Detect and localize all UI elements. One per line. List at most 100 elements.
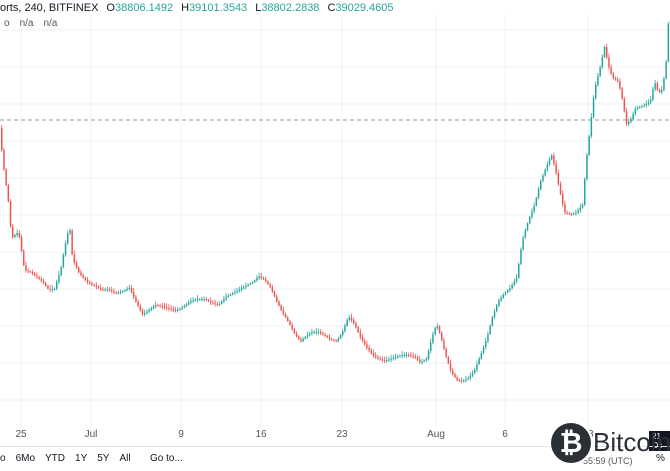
candle-body [531, 211, 533, 217]
candle-body [582, 205, 584, 208]
candle-body [637, 108, 639, 109]
candle-body [597, 76, 599, 84]
candle-body [599, 67, 601, 76]
candle-body [564, 204, 566, 212]
candle-body [665, 62, 667, 79]
candle-body [500, 298, 502, 301]
candle-body [542, 176, 544, 182]
goto-date-button[interactable]: Go to... [150, 453, 183, 464]
candle-body [547, 164, 549, 169]
candle-body [529, 217, 531, 223]
candle-body [274, 292, 276, 297]
candle-body [459, 380, 461, 381]
candle-body [527, 223, 529, 230]
candle-body [19, 233, 21, 237]
candle-body [76, 263, 78, 268]
candle-body [41, 279, 43, 281]
candle-body [192, 300, 194, 301]
candle-body [463, 381, 465, 382]
candle-body [417, 358, 419, 360]
candle-body [494, 311, 496, 317]
candle-body [353, 320, 355, 323]
candle-body [577, 210, 579, 212]
time-axis-label: 9 [178, 429, 184, 440]
chart-grid [0, 15, 670, 428]
time-axis-label: Jul [85, 429, 98, 440]
candle-body [170, 309, 172, 310]
candle-body [23, 251, 25, 265]
candle-body [421, 362, 423, 363]
candle-body [487, 334, 489, 341]
candle-body [489, 326, 491, 334]
candle-body [342, 331, 344, 335]
indicator-legend: o n/a n/a [4, 18, 57, 29]
candle-body [228, 296, 230, 297]
candle-body [470, 376, 472, 379]
candle-body [291, 325, 293, 329]
candle-body [357, 327, 359, 332]
range-button-1m[interactable]: o [0, 453, 6, 464]
candle-body [324, 335, 326, 336]
low-value: 38802.2838 [261, 2, 319, 14]
candle-body [375, 356, 377, 357]
candle-body [569, 213, 571, 214]
candle-body [663, 79, 665, 91]
candle-body [289, 321, 291, 325]
range-button-1y[interactable]: 1Y [75, 453, 87, 464]
candle-body [261, 276, 263, 277]
candle-body [146, 312, 148, 313]
range-button-all[interactable]: All [119, 453, 130, 464]
candle-body [511, 285, 513, 288]
candle-body [555, 164, 557, 173]
candle-body [214, 303, 216, 304]
candle-body [120, 292, 122, 293]
candle-body [610, 67, 612, 73]
candle-body [243, 287, 245, 288]
range-button-ytd[interactable]: YTD [45, 453, 65, 464]
candle-body [98, 287, 100, 288]
candle-body [355, 323, 357, 327]
range-button-5y[interactable]: 5Y [97, 453, 109, 464]
candle-body [613, 74, 615, 79]
candle-body [322, 333, 324, 334]
candle-body [566, 213, 568, 214]
candle-body [212, 303, 214, 304]
candle-body [155, 305, 157, 307]
candle-body [10, 201, 12, 226]
candle-body [624, 99, 626, 111]
candle-body [668, 24, 670, 62]
candle-body [1, 128, 3, 150]
range-button-6m[interactable]: 6Mo [16, 453, 35, 464]
candle-body [443, 340, 445, 348]
candle-body [641, 106, 643, 107]
candle-body [549, 159, 551, 164]
candle-body [507, 290, 509, 292]
candle-body [338, 339, 340, 342]
candle-body [366, 344, 368, 347]
candle-body [294, 329, 296, 333]
candle-body [362, 337, 364, 341]
candle-body [657, 83, 659, 89]
candle-body [428, 351, 430, 359]
candle-body [584, 179, 586, 204]
candle-body [514, 281, 516, 285]
candle-body [133, 292, 135, 297]
candle-body [331, 339, 333, 340]
candle-body [632, 114, 634, 119]
time-axis-label: 6 [502, 429, 508, 440]
candle-body [492, 317, 494, 325]
candle-body [608, 58, 610, 68]
candle-body [78, 268, 80, 273]
candle-body [5, 169, 7, 185]
candle-body [540, 181, 542, 189]
candle-body [654, 83, 656, 89]
candle-body [379, 358, 381, 359]
candle-body [8, 185, 10, 201]
candle-body [208, 300, 210, 301]
candle-body [241, 288, 243, 289]
candle-body [639, 107, 641, 108]
candle-body [96, 286, 98, 287]
candle-body [643, 105, 645, 106]
candle-body [56, 282, 58, 289]
